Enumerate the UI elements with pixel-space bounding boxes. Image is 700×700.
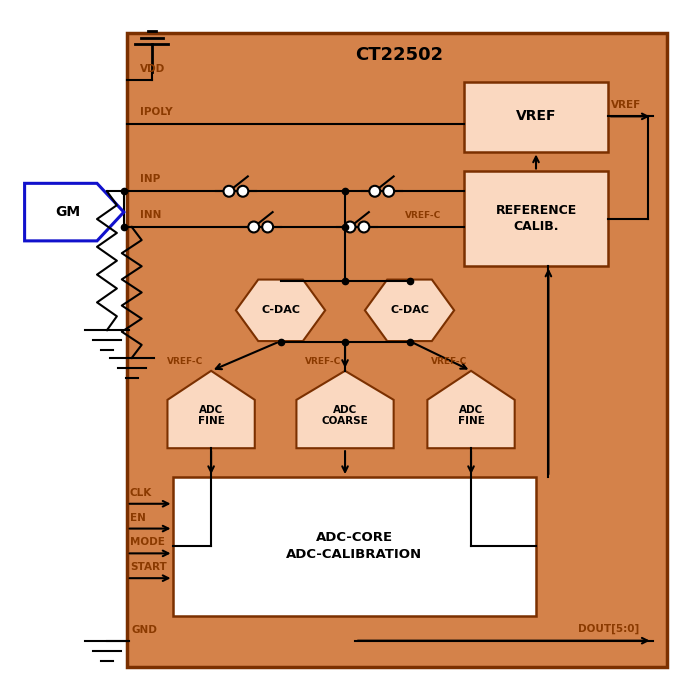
Polygon shape — [296, 371, 393, 448]
Text: GND: GND — [132, 625, 158, 635]
Text: VREF-C: VREF-C — [305, 358, 342, 366]
Circle shape — [383, 186, 394, 197]
Circle shape — [223, 186, 235, 197]
Polygon shape — [236, 279, 326, 341]
Polygon shape — [428, 371, 514, 448]
Text: ADC
FINE: ADC FINE — [197, 405, 225, 426]
Text: INN: INN — [140, 210, 161, 220]
Bar — [174, 477, 536, 616]
Text: VREF-C: VREF-C — [167, 358, 203, 366]
Bar — [464, 82, 608, 152]
Text: CT22502: CT22502 — [356, 46, 444, 64]
Text: START: START — [130, 562, 167, 573]
Text: VREF: VREF — [611, 100, 641, 110]
Text: VREF-C: VREF-C — [405, 211, 441, 220]
Polygon shape — [365, 279, 454, 341]
Text: IPOLY: IPOLY — [140, 107, 172, 117]
Text: EN: EN — [130, 512, 146, 523]
Text: C-DAC: C-DAC — [390, 305, 429, 315]
Bar — [464, 172, 608, 266]
Text: DOUT[5:0]: DOUT[5:0] — [578, 624, 639, 634]
Text: ADC
COARSE: ADC COARSE — [322, 405, 368, 426]
Circle shape — [237, 186, 248, 197]
Text: ADC-CORE
ADC-CALIBRATION: ADC-CORE ADC-CALIBRATION — [286, 531, 423, 561]
Circle shape — [358, 221, 370, 232]
Text: CLK: CLK — [130, 488, 152, 498]
Text: VDD: VDD — [140, 64, 165, 74]
Circle shape — [248, 221, 259, 232]
Text: REFERENCE
CALIB.: REFERENCE CALIB. — [496, 204, 577, 233]
Circle shape — [262, 221, 273, 232]
Bar — [127, 32, 668, 668]
Circle shape — [370, 186, 380, 197]
Circle shape — [344, 221, 356, 232]
Polygon shape — [25, 183, 124, 241]
Text: VREF: VREF — [516, 109, 556, 123]
Text: VREF-C: VREF-C — [431, 358, 468, 366]
Text: INP: INP — [140, 174, 160, 184]
Text: MODE: MODE — [130, 538, 164, 547]
Text: ADC
FINE: ADC FINE — [458, 405, 484, 426]
Text: GM: GM — [56, 205, 80, 219]
Text: C-DAC: C-DAC — [261, 305, 300, 315]
Polygon shape — [167, 371, 255, 448]
